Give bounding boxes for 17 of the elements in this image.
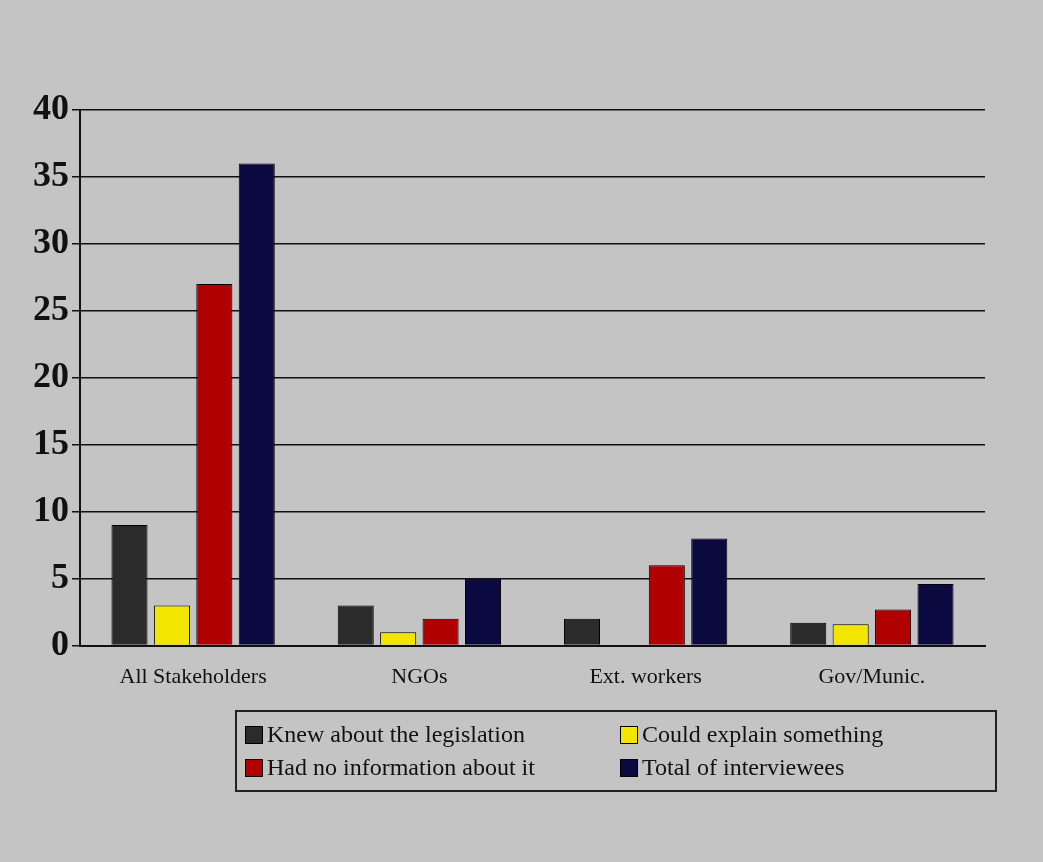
y-tick-label: 15 <box>33 422 69 463</box>
x-tick-label: Ext. workers <box>589 662 702 688</box>
y-tick-label: 40 <box>33 87 69 128</box>
legend-label: Could explain something <box>642 721 884 748</box>
y-tick-label: 5 <box>51 555 69 596</box>
x-tick-label: Gov/Munic. <box>818 662 926 688</box>
legend-label: Had no information about it <box>267 754 535 781</box>
y-tick-label: 35 <box>33 154 69 195</box>
x-tick-label: All Stakeholders <box>119 662 267 688</box>
y-tick-label: 20 <box>33 355 69 396</box>
y-tick-label: 25 <box>33 288 69 329</box>
y-tick-label: 30 <box>33 221 69 262</box>
legend-label: Knew about the legislation <box>267 721 525 748</box>
y-tick-label: 0 <box>51 622 69 663</box>
legend-label: Total of interviewees <box>642 754 845 781</box>
x-tick-label: NGOs <box>391 662 448 688</box>
y-tick-label: 10 <box>33 489 69 529</box>
